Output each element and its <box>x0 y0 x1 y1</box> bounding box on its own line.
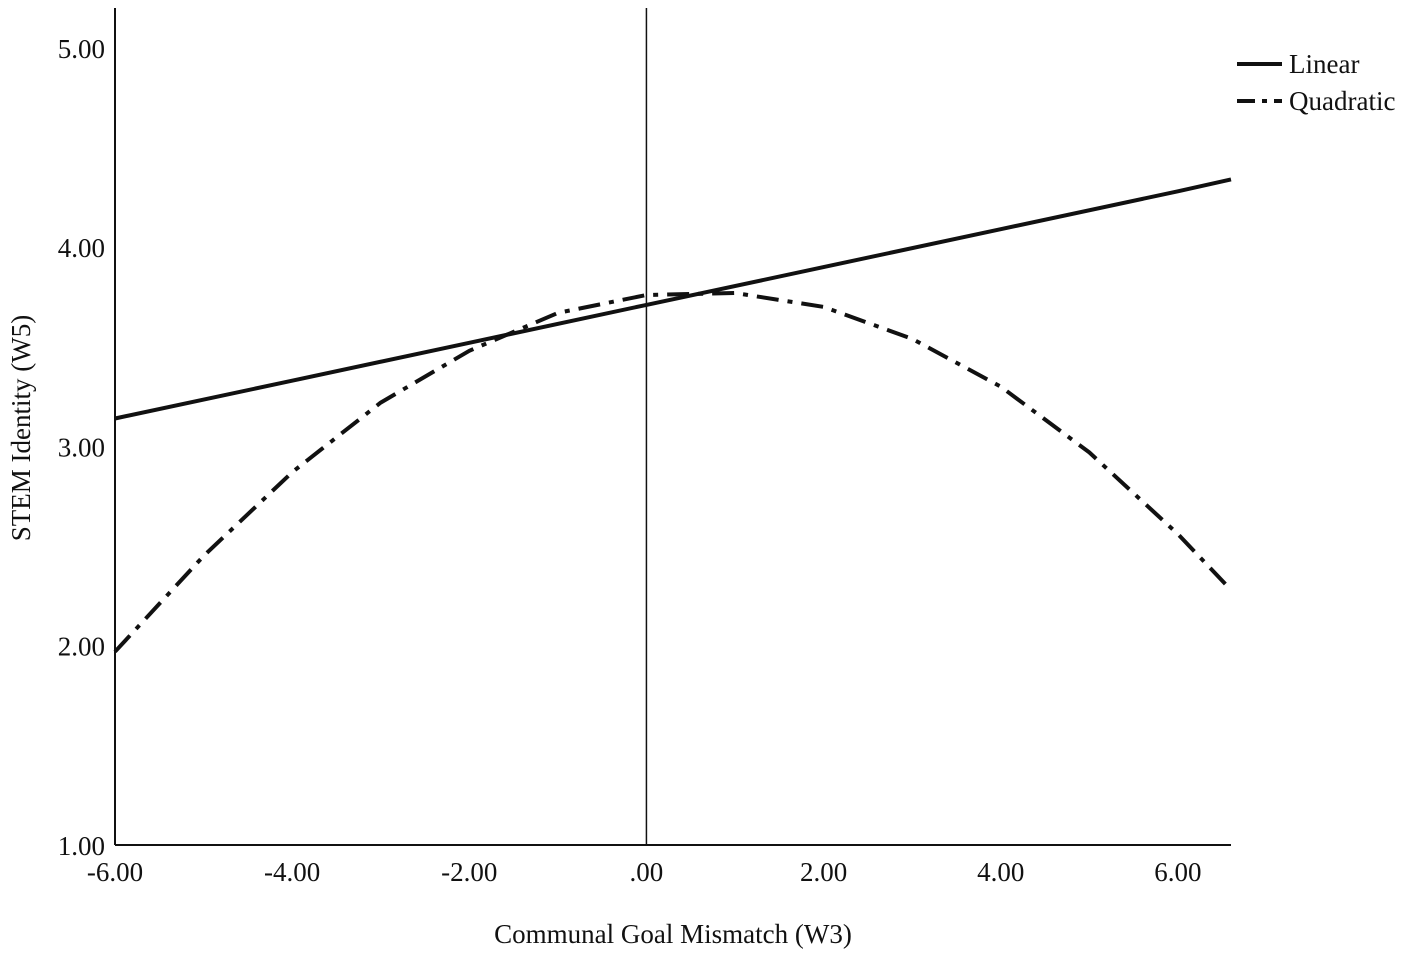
x-tick-label: 6.00 <box>1154 857 1201 887</box>
y-tick-label: 2.00 <box>58 632 105 662</box>
x-tick-label: 2.00 <box>800 857 847 887</box>
series-line-quadratic <box>113 291 1233 654</box>
series-line-linear <box>114 177 1232 421</box>
y-tick-label: 1.00 <box>58 831 105 861</box>
y-tick-label: 4.00 <box>58 233 105 263</box>
tick-labels: -6.00 -4.00 -2.00 .00 2.00 4.00 6.00 1.00 2.00 3.… <box>58 34 1202 887</box>
axes <box>114 8 1231 846</box>
y-tick-label: 3.00 <box>58 432 105 462</box>
x-tick-label: -2.00 <box>441 857 497 887</box>
series-group <box>113 177 1233 654</box>
y-tick-label: 5.00 <box>58 34 105 64</box>
x-tick-label: 4.00 <box>977 857 1024 887</box>
legend: Linear Quadratic <box>1237 49 1395 116</box>
x-tick-label: -6.00 <box>87 857 143 887</box>
x-tick-label: -4.00 <box>264 857 320 887</box>
legend-label: Quadratic <box>1289 86 1395 116</box>
y-axis-title: STEM Identity (W5) <box>6 315 36 541</box>
x-axis-title: Communal Goal Mismatch (W3) <box>494 919 852 949</box>
legend-label: Linear <box>1289 49 1359 79</box>
x-tick-label: .00 <box>630 857 664 887</box>
